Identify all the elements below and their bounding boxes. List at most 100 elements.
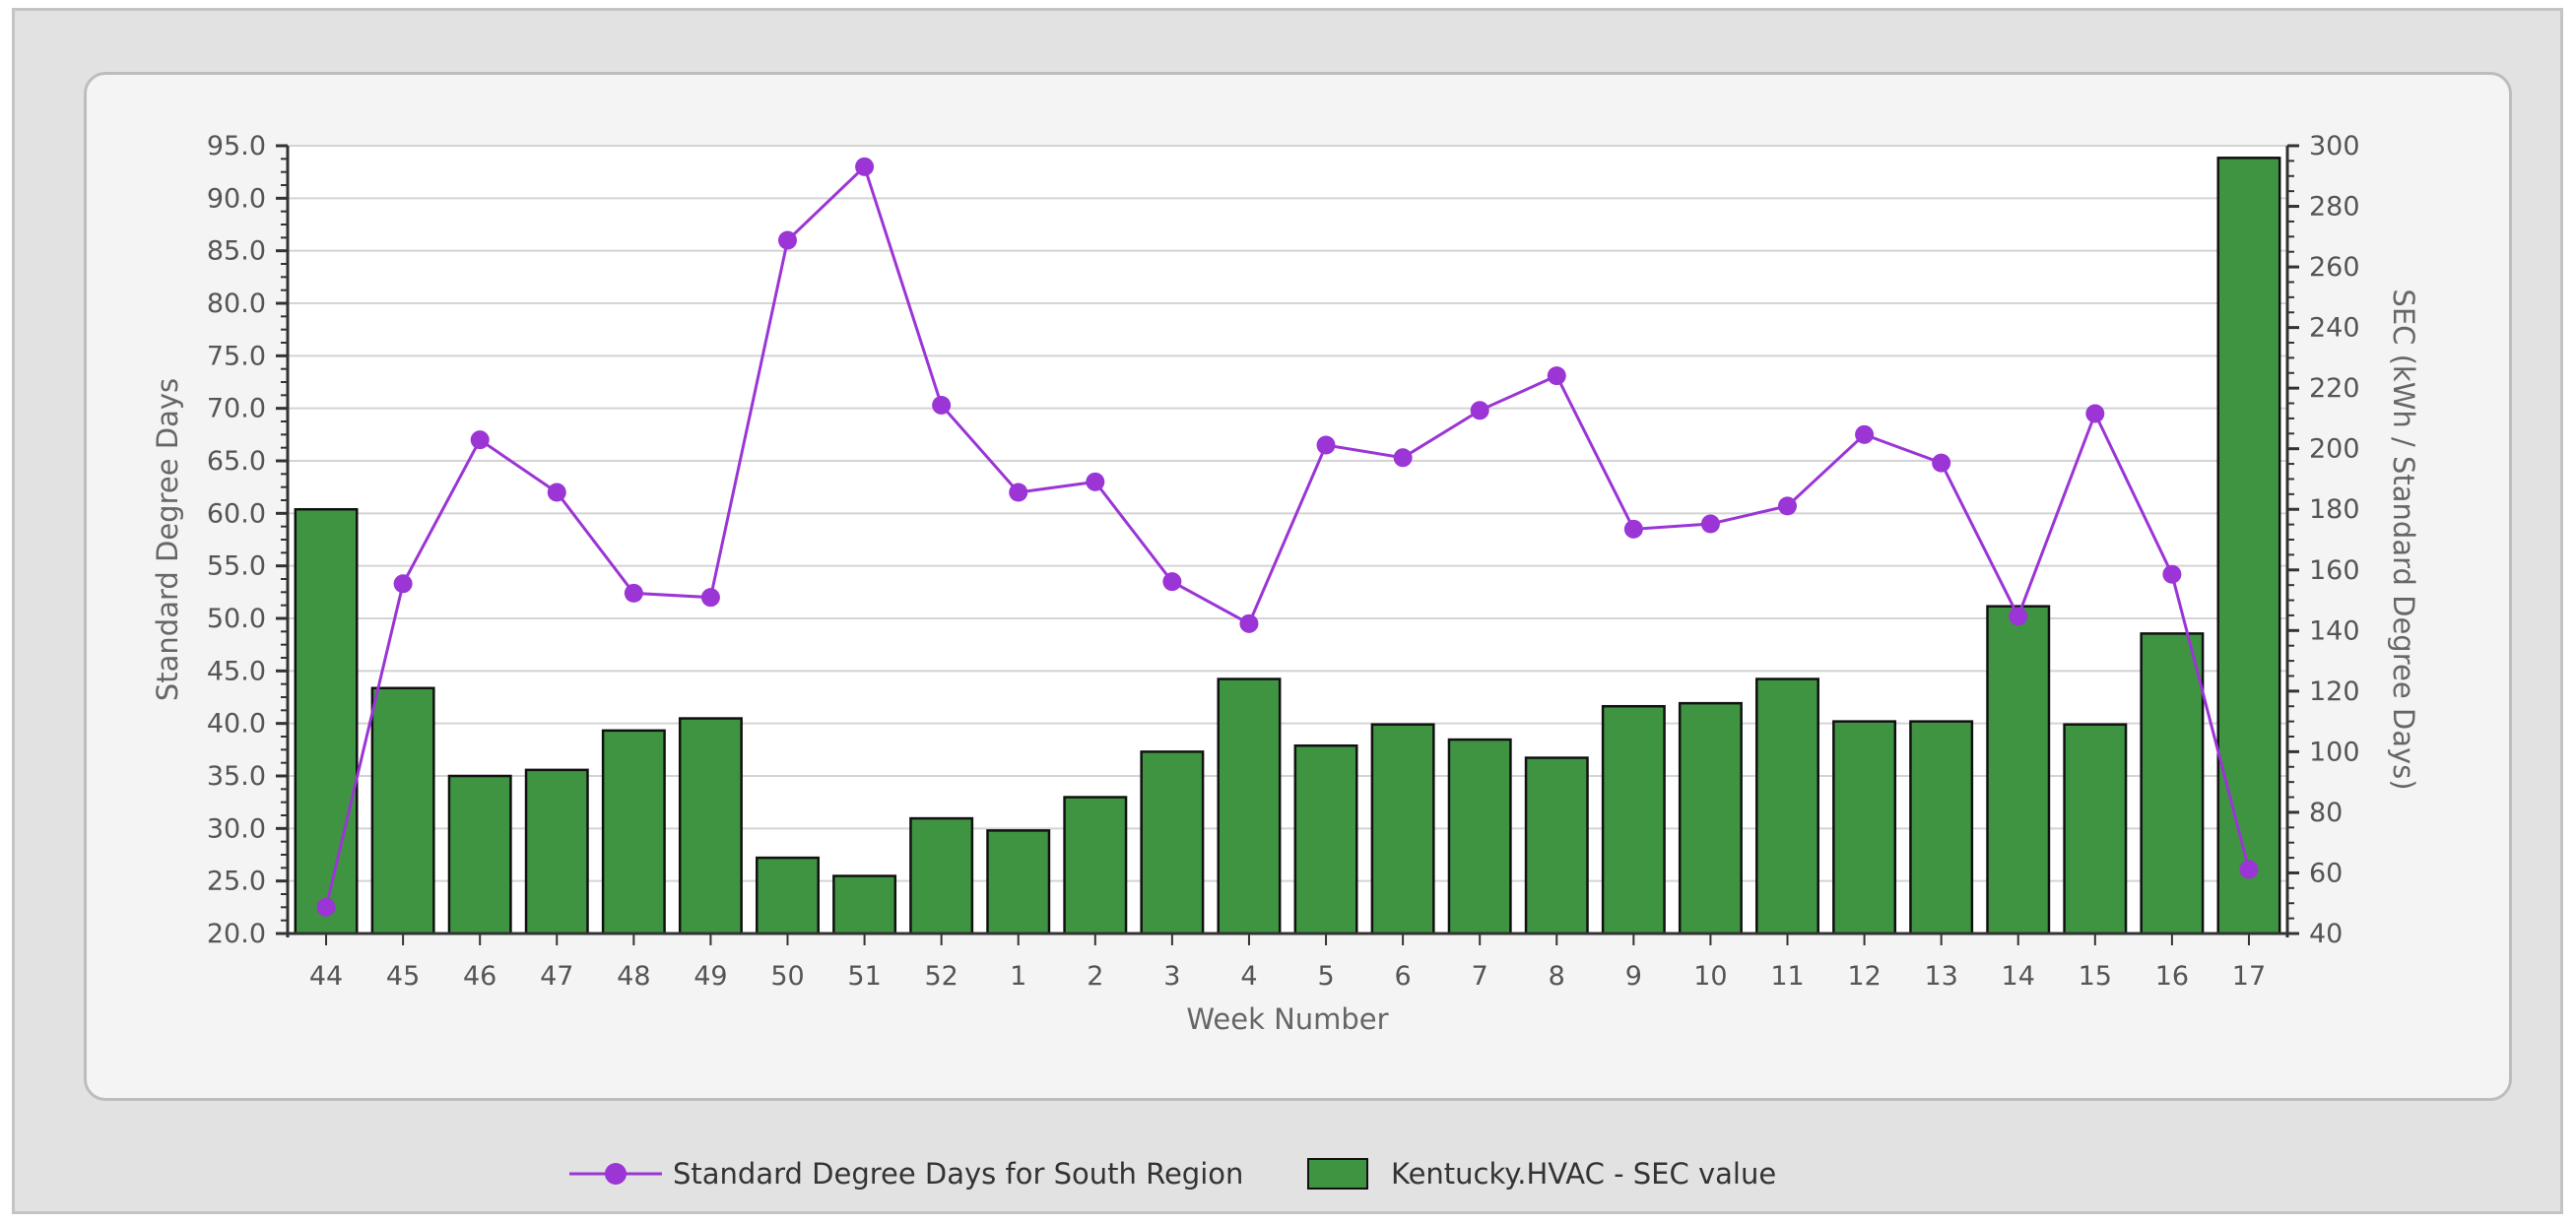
right-tick-label: 300 [2309, 131, 2360, 161]
left-tick-label: 50.0 [207, 604, 266, 634]
bar [447, 774, 512, 935]
right-tick-label: 260 [2309, 252, 2360, 283]
line-point [1009, 483, 1028, 502]
x-tick-label: 3 [1163, 961, 1180, 992]
left-axis-title: Standard Degree Days [151, 378, 184, 701]
bar [294, 507, 359, 935]
x-tick-label: 16 [2155, 961, 2189, 992]
right-tick-label: 120 [2309, 676, 2360, 707]
x-tick-label: 11 [1770, 961, 1804, 992]
left-tick-label: 55.0 [207, 551, 266, 582]
bar [756, 856, 820, 935]
left-tick-label: 60.0 [207, 498, 266, 529]
line-point [1316, 435, 1336, 455]
line-point [1239, 613, 1259, 633]
x-axis-ticks: 44 45 46 47 48 49 50 51 52 1 2 3 4 5 6 7 8 9 10 11 12 13 14 15 1… [309, 934, 2266, 992]
right-tick-label: 80 [2309, 798, 2343, 828]
x-tick-label: 10 [1693, 961, 1727, 992]
line-point [1623, 519, 1643, 539]
legend-label-line: Standard Degree Days for South Region [673, 1157, 1243, 1191]
right-tick-label: 220 [2309, 373, 2360, 404]
right-tick-label: 240 [2309, 313, 2360, 344]
x-tick-label: 49 [694, 961, 727, 992]
series-line [324, 163, 2251, 908]
bar [986, 829, 1051, 935]
x-tick-label: 5 [1317, 961, 1334, 992]
line-point [2239, 860, 2259, 879]
bar [1832, 720, 1897, 935]
x-tick-label: 2 [1087, 961, 1103, 992]
x-tick-label: 15 [2079, 961, 2112, 992]
bar [2216, 157, 2281, 935]
left-tick-label: 40.0 [207, 709, 266, 740]
bar [832, 874, 897, 935]
left-tick-label: 30.0 [207, 813, 266, 844]
line-point [470, 430, 490, 450]
bar-series [294, 157, 2281, 935]
line-point [2085, 404, 2105, 423]
x-tick-label: 4 [1240, 961, 1257, 992]
bar [370, 686, 435, 935]
bar [2140, 632, 2205, 935]
x-tick-label: 48 [617, 961, 650, 992]
line-point [547, 483, 566, 502]
x-tick-label: 50 [770, 961, 804, 992]
x-tick-label: 17 [2232, 961, 2266, 992]
left-tick-label: 95.0 [207, 131, 266, 161]
right-tick-label: 40 [2309, 919, 2343, 949]
x-tick-label: 44 [309, 961, 343, 992]
bar [1370, 723, 1435, 935]
left-tick-label: 35.0 [207, 761, 266, 792]
line-point [1855, 424, 1875, 444]
x-axis-title: Week Number [1186, 1002, 1388, 1036]
legend: Standard Degree Days for South Region Ke… [569, 1157, 1776, 1191]
line-point [316, 897, 336, 917]
right-axis-ticks: 40 60 80 100 120 140 160 180 200 220 240 260 280 300 [2287, 131, 2360, 949]
left-tick-label: 25.0 [207, 867, 266, 897]
left-tick-label: 85.0 [207, 236, 266, 267]
bar [1909, 720, 1974, 935]
right-tick-label: 60 [2309, 858, 2343, 888]
x-tick-label: 12 [1847, 961, 1881, 992]
bar [1755, 677, 1819, 935]
bar [1293, 743, 1358, 935]
bar [1217, 677, 1282, 935]
x-tick-label: 51 [847, 961, 881, 992]
line-point [624, 583, 643, 603]
left-tick-label: 90.0 [207, 183, 266, 214]
right-tick-label: 180 [2309, 494, 2360, 525]
right-tick-label: 140 [2309, 615, 2360, 646]
right-tick-label: 280 [2309, 192, 2360, 223]
bar [2063, 723, 2128, 935]
x-tick-label: 1 [1010, 961, 1026, 992]
line-point [1470, 401, 1489, 420]
legend-item-bar[interactable]: Kentucky.HVAC - SEC value [1307, 1157, 1776, 1191]
line-point [1162, 572, 1182, 592]
bar [1678, 701, 1743, 935]
bar [1063, 796, 1128, 935]
line-point [932, 395, 952, 415]
right-tick-label: 160 [2309, 555, 2360, 586]
bar [524, 768, 589, 935]
legend-line-marker [605, 1163, 627, 1185]
legend-item-line[interactable]: Standard Degree Days for South Region [569, 1157, 1243, 1191]
x-tick-label: 47 [540, 961, 573, 992]
x-tick-label: 46 [463, 961, 496, 992]
right-tick-label: 200 [2309, 434, 2360, 465]
bar [601, 729, 666, 935]
x-tick-label: 13 [1924, 961, 1957, 992]
x-tick-label: 6 [1395, 961, 1412, 992]
line-point [700, 588, 720, 608]
x-tick-label: 52 [924, 961, 958, 992]
x-tick-label: 14 [2002, 961, 2035, 992]
line-point [778, 230, 797, 250]
line-point [1547, 366, 1566, 386]
line-point [1932, 453, 1951, 473]
right-tick-label: 100 [2309, 737, 2360, 767]
bar [1140, 750, 1205, 935]
x-tick-label: 9 [1625, 961, 1642, 992]
right-axis-title: SEC (kWh / Standard Degree Days) [2387, 289, 2420, 790]
line-point [1393, 448, 1413, 468]
bar [1601, 704, 1666, 935]
left-tick-label: 20.0 [207, 919, 266, 949]
